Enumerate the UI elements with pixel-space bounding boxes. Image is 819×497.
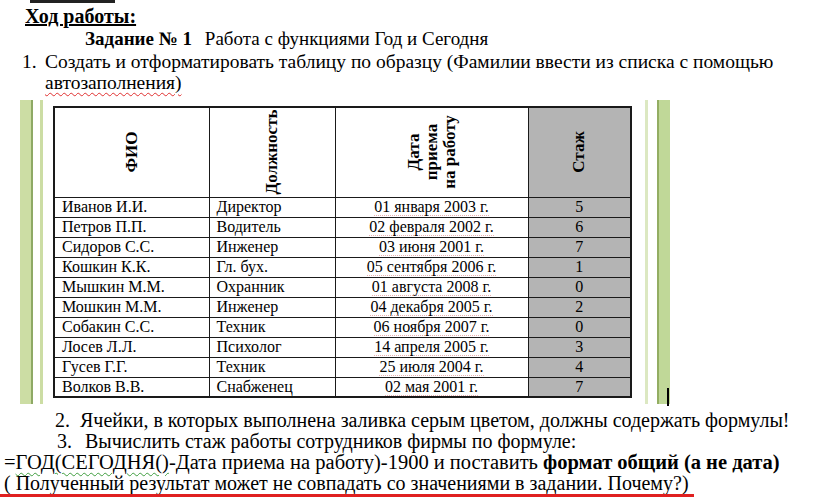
cell-experience: 7 (528, 237, 631, 257)
cell-name: Волков В.В. (54, 377, 209, 397)
cell-name: Лосев Л.Л. (54, 337, 209, 357)
date-text: 03 июня 2001 г. (379, 238, 484, 256)
cropped-text-remnant (30, 0, 115, 3)
cell-name: Иванов И.И. (54, 197, 209, 217)
list-item-1-text-continued: автозаполнения) (45, 72, 182, 94)
cell-position: Директор (209, 197, 335, 217)
cell-position: Техник (209, 357, 335, 377)
table-body: Иванов И.И.Директор01 января 2003 г.5Пет… (54, 197, 631, 397)
cell-name: Гусев Г.Г. (54, 357, 209, 377)
cell-name: Мышкин М.М. (54, 277, 209, 297)
cell-name: Сидоров С.С. (54, 237, 209, 257)
cell-date: 06 ноября 2007 г. (335, 317, 528, 337)
right-margin-bar-outer (659, 100, 670, 404)
cell-experience: 4 (528, 357, 631, 377)
formula-rest: -Дата приема на работу)-1900 и поставить (169, 451, 543, 473)
cell-position: Гл. бух. (209, 257, 335, 277)
date-text: 01 января 2003 г. (374, 198, 488, 216)
cell-date: 01 августа 2008 г. (335, 277, 528, 297)
table-row: Мошкин М.М.Инженер 04 декабря 2005 г. 2 (54, 297, 631, 317)
cell-position: Охранник (209, 277, 335, 297)
table-row: Петров П.П.Водитель 02 февраля 2002 г. 6 (54, 217, 631, 237)
cell-date: 14 апреля 2005 г. (335, 337, 528, 357)
list-item-1-text: Создать и отформатировать таблицу по обр… (45, 51, 773, 73)
cell-experience: 2 (528, 297, 631, 317)
left-margin-bar-outer (20, 100, 31, 404)
formula-equals: = (4, 451, 16, 473)
text-cursor (667, 388, 669, 406)
list-item-3-text: Вычислить стаж работы сотрудников фирмы … (85, 430, 576, 453)
list-item-2-text: Ячейки, в которых выполнена заливка серы… (80, 409, 790, 432)
header-date: Дата приема на работу (335, 107, 528, 197)
formula-function: ГОД(СЕГОДНЯ() (16, 451, 169, 473)
cell-position: Инженер (209, 237, 335, 257)
list-item-2-number: 2. (55, 409, 70, 432)
table-row: Собакин С.С.Техник 06 ноября 2007 г. 0 (54, 317, 631, 337)
cell-position: Водитель (209, 217, 335, 237)
date-text: 04 декабря 2005 г. (370, 298, 492, 316)
table-row: Сидоров С.С.Инженер 03 июня 2001 г. 7 (54, 237, 631, 257)
cell-date: 01 января 2003 г. (335, 197, 528, 217)
list-item-3-number: 3. (57, 430, 72, 453)
table-row: Мышкин М.М.Охранник 01 августа 2008 г. 0 (54, 277, 631, 297)
date-text: 05 сентября 2006 г. (367, 258, 496, 276)
note-line: ( Полученный результат может не совпадат… (4, 472, 689, 495)
cell-experience: 3 (528, 337, 631, 357)
header-experience: Стаж (528, 107, 631, 197)
date-text: 14 апреля 2005 г. (374, 338, 489, 356)
table-row: Кошкин К.К.Гл. бух. 05 сентября 2006 г. 1 (54, 257, 631, 277)
cell-date: 05 сентября 2006 г. (335, 257, 528, 277)
employee-table: ФИО Должность Дата приема на работу Стаж… (53, 106, 632, 398)
date-text: 25 июля 2004 г. (379, 358, 483, 376)
cell-name: Собакин С.С. (54, 317, 209, 337)
cell-experience: 6 (528, 217, 631, 237)
cell-position: Психолог (209, 337, 335, 357)
cell-date: 03 июня 2001 г. (335, 237, 528, 257)
table-row: Волков В.В.Снабженец 02 мая 2001 г. 7 (54, 377, 631, 397)
page-title: Ход работы: (25, 5, 136, 28)
table-row: Лосев Л.Л.Психолог 14 апреля 2005 г. 3 (54, 337, 631, 357)
cell-position: Техник (209, 317, 335, 337)
cell-experience: 5 (528, 197, 631, 217)
right-margin-bar-inner (645, 100, 648, 404)
bottom-red-line (0, 494, 694, 497)
header-fio: ФИО (54, 107, 209, 197)
cell-experience: 7 (528, 377, 631, 397)
cell-name: Петров П.П. (54, 217, 209, 237)
header-position: Должность (209, 107, 335, 197)
table-row: Гусев Г.Г.Техник 25 июля 2004 г. 4 (54, 357, 631, 377)
table-header-row: ФИО Должность Дата приема на работу Стаж (54, 107, 631, 197)
cell-position: Снабженец (209, 377, 335, 397)
cell-experience: 0 (528, 317, 631, 337)
task-number: Задание № 1 (85, 28, 192, 49)
table-row: Иванов И.И.Директор 01 января 2003 г. 5 (54, 197, 631, 217)
cell-experience: 1 (528, 257, 631, 277)
cell-experience: 0 (528, 277, 631, 297)
task-heading: Задание № 1 Работа с функциями Год и Сег… (85, 28, 488, 50)
left-margin-bar-inner (40, 100, 43, 404)
formula-bold-text: формат общий (а не дата) (543, 451, 780, 473)
formula-line: =ГОД(СЕГОДНЯ()-Дата приема на работу)-19… (4, 451, 780, 474)
task-text: Работа с функциями Год и Сегодня (200, 28, 488, 49)
cell-date: 04 декабря 2005 г. (335, 297, 528, 317)
left-margin-bar-line (31, 100, 33, 404)
cell-date: 02 февраля 2002 г. (335, 217, 528, 237)
list-item-1-number: 1. (22, 51, 37, 73)
cell-name: Мошкин М.М. (54, 297, 209, 317)
cell-position: Инженер (209, 297, 335, 317)
cell-date: 02 мая 2001 г. (335, 377, 528, 397)
date-text: 06 ноября 2007 г. (374, 318, 490, 336)
date-text: 02 мая 2001 г. (385, 378, 478, 396)
date-text: 02 февраля 2002 г. (369, 218, 493, 236)
cell-name: Кошкин К.К. (54, 257, 209, 277)
date-text: 01 августа 2008 г. (372, 278, 491, 296)
cell-date: 25 июля 2004 г. (335, 357, 528, 377)
